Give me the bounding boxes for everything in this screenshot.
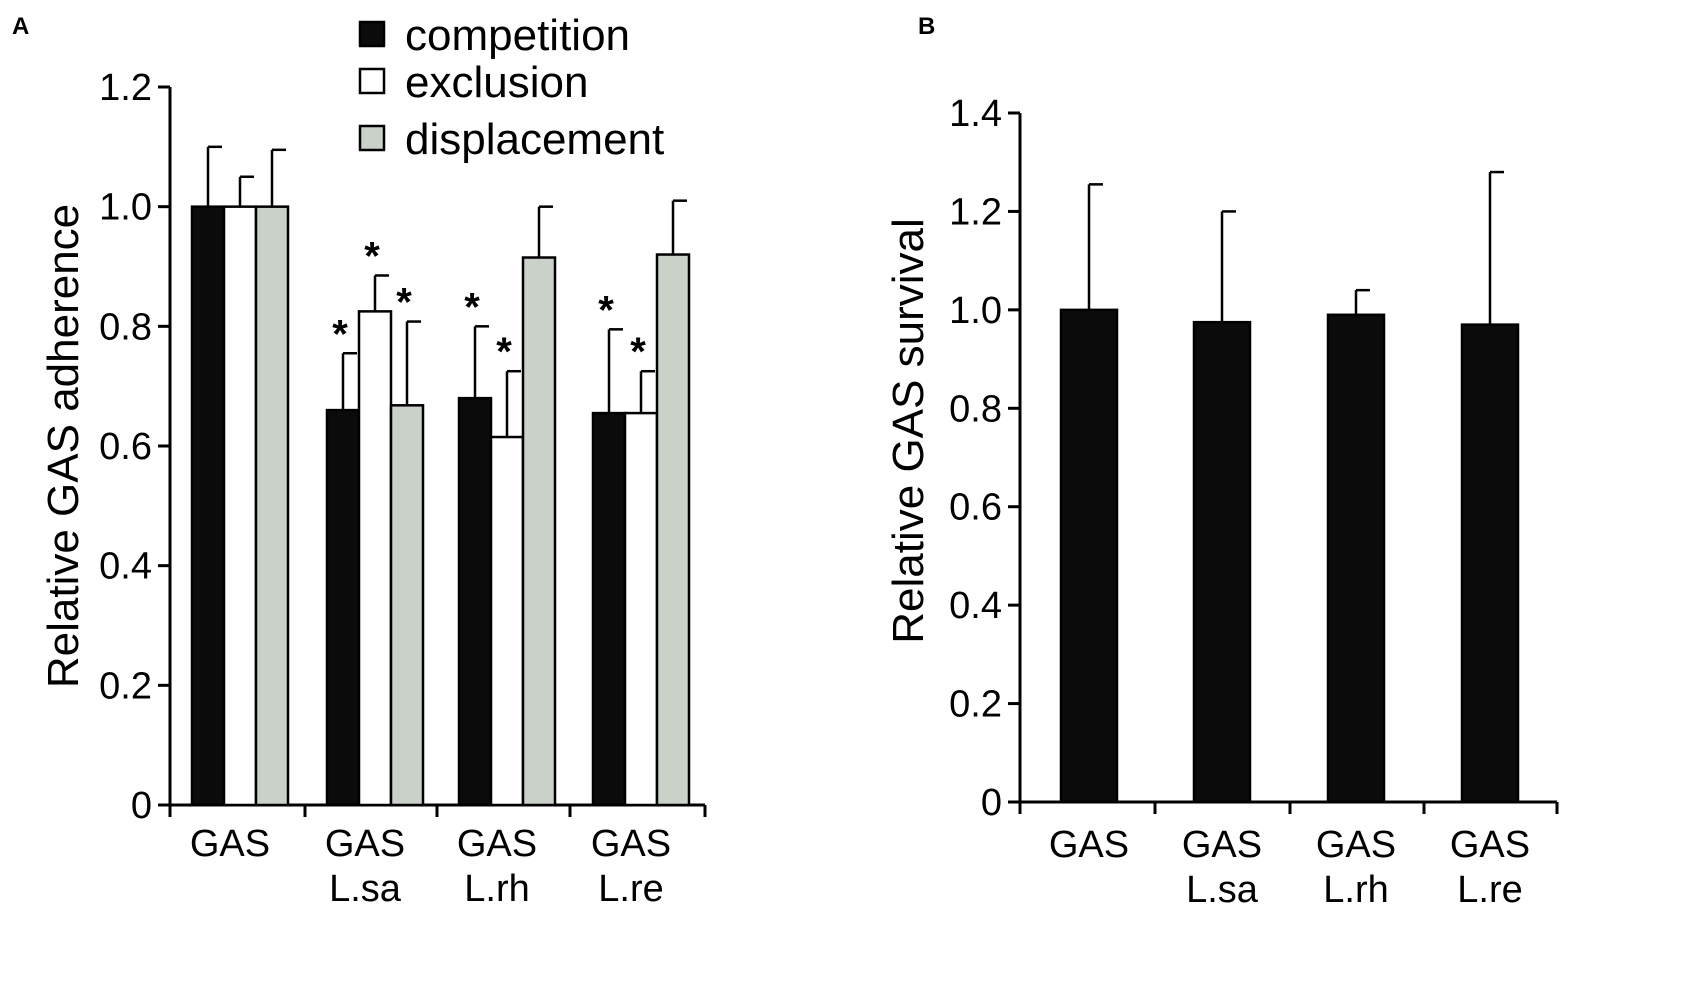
significance-marker: * xyxy=(630,330,646,374)
y-axis-label: Relative GAS adherence xyxy=(39,204,88,688)
legend-label-exclusion: exclusion xyxy=(405,58,588,107)
significance-marker: * xyxy=(464,285,480,329)
bar-survival xyxy=(1059,308,1119,804)
bar-survival xyxy=(1460,323,1520,804)
legend-label-displacement: displacement xyxy=(405,115,664,164)
y-tick-label: 1.0 xyxy=(949,290,1002,332)
x-category-label: GAS xyxy=(1049,824,1129,866)
x-category-label: L.sa xyxy=(1186,869,1259,911)
significance-marker: * xyxy=(364,234,380,278)
y-tick-label: 0.8 xyxy=(949,388,1002,430)
y-tick-label: 1.4 xyxy=(949,93,1002,135)
bar-displacement xyxy=(655,253,691,807)
x-category-label: L.re xyxy=(1457,869,1522,911)
x-category-label: L.rh xyxy=(1323,869,1388,911)
x-category-label: GAS xyxy=(591,823,671,865)
x-category-label: L.sa xyxy=(329,868,402,910)
x-category-label: GAS xyxy=(1450,824,1530,866)
y-tick-label: 0.6 xyxy=(949,487,1002,529)
legend-swatch-exclusion xyxy=(358,67,386,95)
y-tick-label: 0.6 xyxy=(99,426,152,468)
y-tick-label: 1.0 xyxy=(99,187,152,229)
panel-b-label: B xyxy=(918,13,935,40)
significance-marker: * xyxy=(496,330,512,374)
y-tick-label: 0.2 xyxy=(949,684,1002,726)
bar-displacement xyxy=(389,404,425,807)
bar-competition xyxy=(591,411,627,807)
y-tick-label: 1.2 xyxy=(99,67,152,109)
bar-displacement xyxy=(521,256,557,807)
bar-exclusion xyxy=(357,310,393,807)
bar-survival xyxy=(1326,313,1386,804)
bar-competition xyxy=(190,205,226,807)
y-tick-label: 0 xyxy=(981,782,1002,824)
x-category-label: GAS xyxy=(190,823,270,865)
x-category-label: L.re xyxy=(598,868,663,910)
significance-marker: * xyxy=(332,312,348,356)
y-tick-label: 0.8 xyxy=(99,306,152,348)
bar-exclusion xyxy=(489,435,525,807)
bar-competition xyxy=(457,396,493,807)
significance-marker: * xyxy=(396,281,412,325)
y-tick-label: 0.4 xyxy=(949,585,1002,627)
significance-marker: * xyxy=(598,288,614,332)
bar-exclusion xyxy=(222,205,258,807)
y-tick-label: 0.4 xyxy=(99,546,152,588)
panel-a-label: A xyxy=(12,13,29,40)
legend-swatch-competition xyxy=(358,20,386,48)
legend-swatch-displacement xyxy=(358,124,386,152)
y-tick-label: 0.2 xyxy=(99,665,152,707)
x-category-label: GAS xyxy=(325,823,405,865)
x-category-label: GAS xyxy=(1316,824,1396,866)
y-axis-label: Relative GAS survival xyxy=(884,218,933,643)
legend-label-competition: competition xyxy=(405,11,630,60)
x-category-label: L.rh xyxy=(464,868,529,910)
y-tick-label: 1.2 xyxy=(949,191,1002,233)
bar-competition xyxy=(325,408,361,807)
bar-displacement xyxy=(254,205,290,807)
bar-exclusion xyxy=(623,411,659,807)
y-tick-label: 0 xyxy=(131,785,152,827)
panel-a-chart: 00.20.40.60.81.01.2** *** **GAS GASL.saGASL… xyxy=(39,11,707,910)
bar-survival xyxy=(1192,320,1252,804)
x-category-label: GAS xyxy=(1182,824,1262,866)
x-category-label: GAS xyxy=(457,823,537,865)
